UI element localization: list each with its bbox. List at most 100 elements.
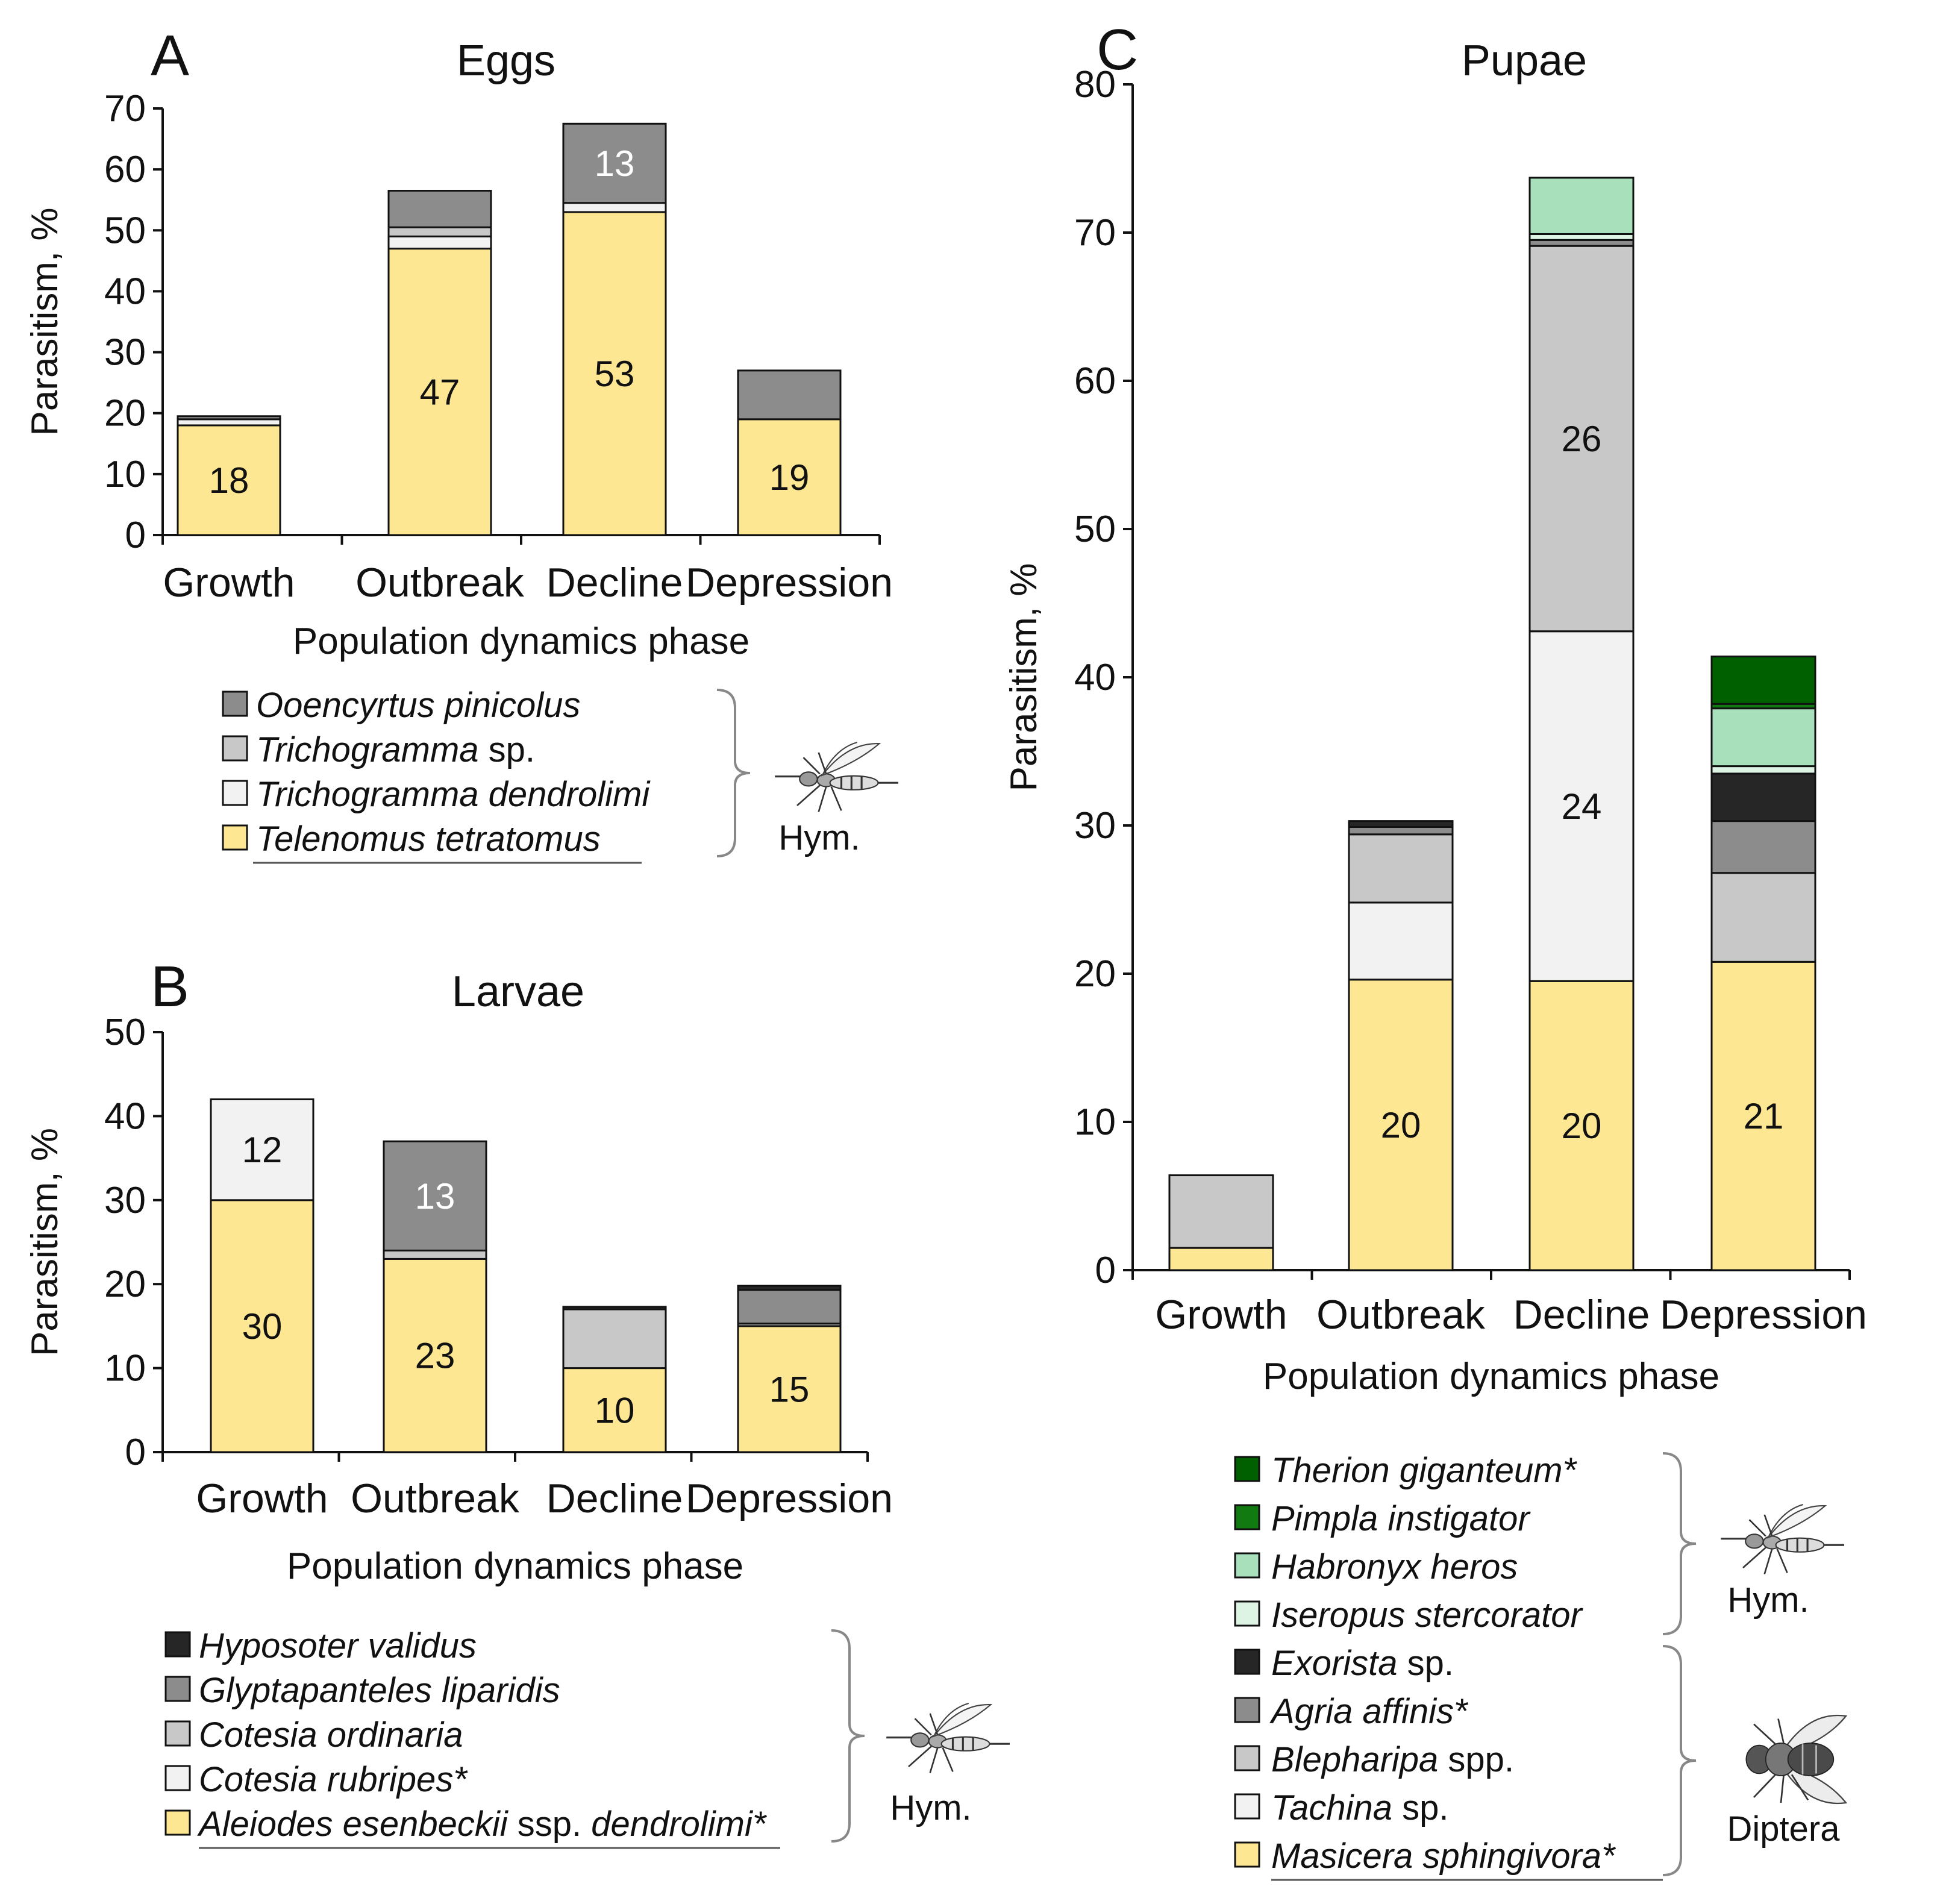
bar-segment-decline-ooencyrtus-pinicolus xyxy=(562,122,667,204)
x-tick-label: Outbreak xyxy=(1316,1292,1486,1338)
legend: Hyposoter validus Glyptapanteles liparidi… xyxy=(164,1626,1011,1849)
bar-segment-decline-masicera-sphingivora xyxy=(1528,980,1635,1271)
data-label-outbreak-aleiodes-esenbeckii-ssp-dendrolimi: 23 xyxy=(415,1336,455,1376)
legend-label-cotesia-rubripes: Cotesia rubripes* xyxy=(199,1760,468,1799)
bar-segment-depression-aleiodes-esenbeckii-ssp-dendrolimi xyxy=(737,1325,842,1453)
y-axis-label: Parasitism, % xyxy=(1003,563,1045,792)
legend-label-trichogramma-dendrolimi: Trichogramma dendrolimi xyxy=(256,775,651,814)
wasp-icon xyxy=(774,741,899,813)
data-label-growth-cotesia-rubripes: 12 xyxy=(242,1130,283,1170)
bar-segment-decline-hyposoter-validus xyxy=(562,1306,667,1311)
y-tick-label: 30 xyxy=(104,1180,146,1221)
bar-segment-outbreak-agria-affinis xyxy=(1348,825,1454,836)
data-label-outbreak-masicera-sphingivora: 20 xyxy=(1381,1105,1421,1145)
legend-swatch-cotesia-ordinaria xyxy=(164,1720,191,1747)
bar-segment-outbreak-tachina-sp xyxy=(1348,901,1454,981)
legend-label-agria-affinis: Agria affinis* xyxy=(1269,1692,1469,1731)
data-label-decline-tachina-sp: 24 xyxy=(1562,786,1602,827)
data-label-growth-telenomus-tetratomus: 18 xyxy=(209,460,249,501)
bar-segment-growth-ooencyrtus-pinicolus xyxy=(177,415,281,421)
panel-b: B Larvae 0 10 20 30 40 50 Parasitism, % Populatio… xyxy=(24,954,1011,1849)
bar-segment-growth-cotesia-rubripes xyxy=(210,1098,314,1201)
legend: Therion giganteum* Pimpla instigator Habro… xyxy=(1234,1451,1847,1881)
bar-segment-outbreak-trichogramma-dendrolimi xyxy=(387,235,492,250)
wasp-icon xyxy=(1719,1503,1845,1576)
data-label-depression-aleiodes-esenbeckii-ssp-dendrolimi: 15 xyxy=(769,1369,810,1409)
bar-segment-depression-masicera-sphingivora xyxy=(1710,960,1816,1271)
bar-segment-growth-aleiodes-esenbeckii-ssp-dendrolimi xyxy=(210,1199,314,1453)
chart-title: Eggs xyxy=(457,37,555,85)
data-label-decline-telenomus-tetratomus: 53 xyxy=(595,354,635,394)
y-tick-label: 40 xyxy=(104,1095,146,1137)
y-axis-label: Parasitism, % xyxy=(24,208,66,436)
legend-label-telenomus-tetratomus: Telenomus tetratomus xyxy=(256,819,601,859)
bar-segment-outbreak-trichogramma-sp xyxy=(387,226,492,237)
data-label-depression-telenomus-tetratomus: 19 xyxy=(769,457,810,498)
legend-label-aleiodes-esenbeckii: Aleiodes esenbeckii ssp. dendrolimi* xyxy=(197,1805,768,1844)
legend-label-masicera-sphingivora: Masicera sphingivora* xyxy=(1271,1837,1616,1876)
data-label-growth-aleiodes-esenbeckii-ssp-dendrolimi: 30 xyxy=(242,1306,283,1347)
panel-letter: C xyxy=(1097,17,1138,82)
panel-letter: B xyxy=(151,954,189,1019)
y-tick-label: 40 xyxy=(104,271,146,312)
legend-label-therion-giganteum: Therion giganteum* xyxy=(1271,1451,1578,1490)
legend-swatch-pimpla-instigator xyxy=(1234,1504,1260,1530)
bar-segment-decline-tachina-sp xyxy=(1528,630,1635,982)
data-label-depression-masicera-sphingivora: 21 xyxy=(1744,1096,1784,1136)
y-tick-label: 70 xyxy=(1074,212,1116,254)
bar-segment-depression-hyposoter-validus xyxy=(737,1285,842,1291)
bar-segment-depression-blepharipa-spp xyxy=(1710,872,1816,963)
x-axis-label: Population dynamics phase xyxy=(293,621,749,662)
bar-segment-outbreak-ooencyrtus-pinicolus xyxy=(387,190,492,228)
legend-swatch-tachina xyxy=(1234,1793,1260,1820)
legend-label-trichogramma: Trichogramma sp. xyxy=(256,730,535,769)
bar-segment-decline-cotesia-ordinaria xyxy=(562,1308,667,1370)
chart-title: Pupae xyxy=(1462,37,1587,85)
bar-segment-depression-exorista-sp xyxy=(1710,772,1816,822)
panel-letter: A xyxy=(151,23,189,88)
legend-swatch-exorista xyxy=(1234,1649,1260,1675)
panel-a: A Eggs 0 10 20 30 40 50 60 70 Parasitism, % Populat… xyxy=(24,23,899,864)
legend-label-hyposoter-validus: Hyposoter validus xyxy=(199,1626,477,1665)
legend-swatch-ooencyrtus-pinicolus xyxy=(222,691,248,717)
y-axis-label: Parasitism, % xyxy=(24,1128,66,1356)
y-tick-label: 10 xyxy=(1074,1101,1116,1143)
bar-segment-growth-masicera-sphingivora xyxy=(1168,1247,1274,1271)
legend-swatch-iseropus-stercorator xyxy=(1234,1600,1260,1627)
group-bracket xyxy=(716,689,751,857)
group-label-hym: Hym. xyxy=(1727,1580,1809,1620)
legend-label-cotesia-ordinaria: Cotesia ordinaria xyxy=(199,1715,463,1755)
legend-label-exorista: Exorista sp. xyxy=(1271,1644,1454,1683)
bar-segment-outbreak-blepharipa-spp xyxy=(1348,833,1454,904)
y-tick-label: 50 xyxy=(104,1012,146,1053)
legend-label-iseropus-stercorator: Iseropus stercorator xyxy=(1271,1596,1583,1635)
x-axis-label: Population dynamics phase xyxy=(1263,1356,1719,1397)
legend-swatch-habronyx-heros xyxy=(1234,1552,1260,1579)
x-tick-label: Growth xyxy=(196,1476,328,1521)
x-tick-label: Growth xyxy=(1155,1292,1287,1338)
y-tick-label: 0 xyxy=(1095,1250,1116,1291)
y-tick-label: 10 xyxy=(104,1348,146,1389)
bar-segment-depression-iseropus-stercorator xyxy=(1710,765,1816,775)
bar-segment-depression-glyptapanteles-liparidis xyxy=(737,1289,842,1325)
x-axis-label: Population dynamics phase xyxy=(287,1545,743,1587)
group-label-hym: Hym. xyxy=(890,1788,971,1827)
legend-swatch-cotesia-rubripes xyxy=(164,1765,191,1791)
bar-segment-outbreak-masicera-sphingivora xyxy=(1348,979,1454,1271)
data-label-decline-ooencyrtus-pinicolus: 13 xyxy=(595,143,635,184)
legend-label-glyptapanteles-liparidis: Glyptapanteles liparidis xyxy=(199,1671,560,1710)
legend-swatch-glyptapanteles-liparidis xyxy=(164,1676,191,1702)
wasp-icon xyxy=(885,1702,1011,1774)
bar-segment-depression-telenomus-tetratomus xyxy=(737,418,842,536)
bar-segment-decline-aleiodes-esenbeckii-ssp-dendrolimi xyxy=(562,1367,667,1453)
data-label-decline-aleiodes-esenbeckii-ssp-dendrolimi: 10 xyxy=(595,1390,635,1430)
y-tick-label: 10 xyxy=(104,454,146,495)
y-tick-label: 20 xyxy=(1074,953,1116,995)
legend-label-habronyx-heros: Habronyx heros xyxy=(1271,1547,1518,1586)
legend-swatch-trichogramma xyxy=(222,735,248,762)
legend-swatch-agria-affinis xyxy=(1234,1697,1260,1723)
legend-swatch-masicera-sphingivora xyxy=(1234,1841,1260,1868)
legend-label-pimpla-instigator: Pimpla instigator xyxy=(1271,1499,1531,1538)
y-tick-label: 70 xyxy=(104,88,146,130)
